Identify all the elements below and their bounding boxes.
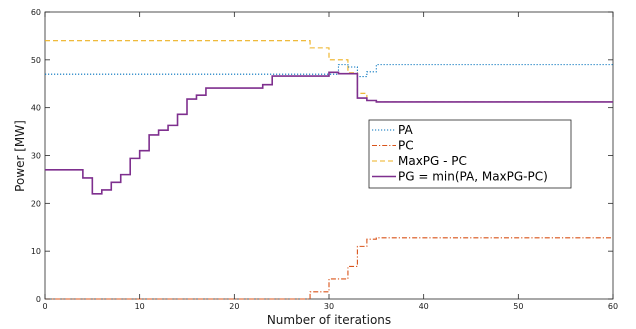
- x-tick-label: 30: [324, 302, 334, 311]
- x-tick-label: 60: [608, 302, 618, 311]
- legend-label-pa: PA: [398, 123, 413, 137]
- series-line-pg-min-pa-maxpg-pc: [45, 71, 613, 195]
- legend-label-maxpg-pc: MaxPG - PC: [398, 154, 467, 168]
- tick-layer: 0 10 20 30 40 50 60 0 10 20 30 40 50 60: [31, 8, 618, 311]
- y-tick-label: 0: [36, 295, 41, 304]
- legend-label-pg-min-pa-maxpg-pc: PG = min(PA, MaxPG-PC): [398, 170, 548, 184]
- y-tick-label: 30: [31, 152, 41, 161]
- y-tick-label: 60: [31, 8, 41, 17]
- y-tick-label: 10: [31, 247, 41, 256]
- x-tick-label: 40: [419, 302, 429, 311]
- y-tick-label: 20: [31, 199, 41, 208]
- series-line-pc: [45, 237, 613, 300]
- y-tick-label: 40: [31, 104, 41, 113]
- legend-box: [368, 119, 572, 189]
- x-tick-label: 10: [135, 302, 145, 311]
- y-axis-title: Power [MW]: [13, 120, 27, 192]
- legend-label-pc: PC: [398, 139, 414, 153]
- x-tick-label: 20: [229, 302, 239, 311]
- series-layer: [45, 40, 613, 300]
- x-tick-label: 50: [513, 302, 523, 311]
- series-line-pa: [45, 64, 613, 78]
- y-tick-label: 50: [31, 56, 41, 65]
- x-axis-title: Number of iterations: [267, 313, 391, 327]
- x-tick-label: 0: [42, 302, 47, 311]
